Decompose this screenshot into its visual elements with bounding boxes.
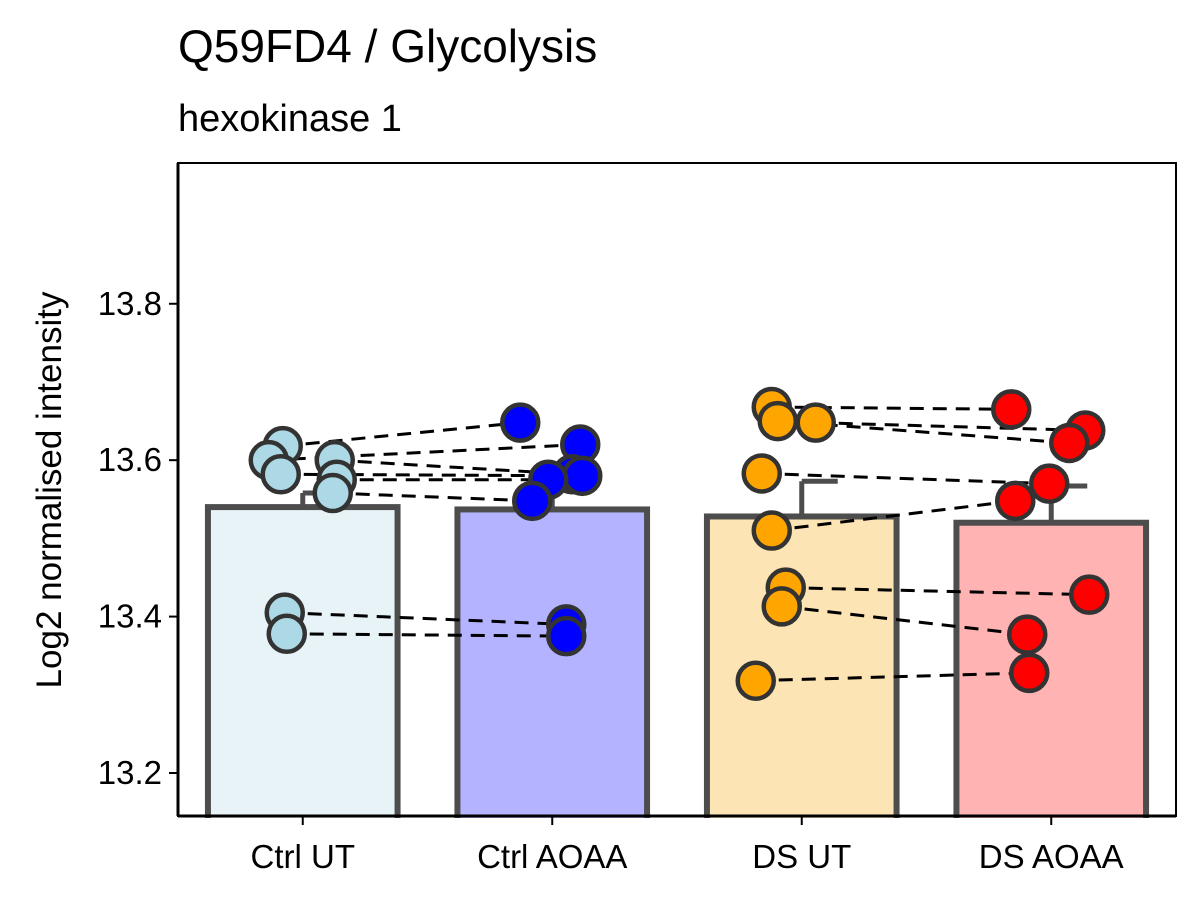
data-point <box>991 389 1032 430</box>
data-point <box>1029 463 1070 504</box>
pair-line <box>785 586 1090 597</box>
pair-line <box>332 491 533 503</box>
data-point <box>995 480 1036 522</box>
data-point <box>260 454 301 495</box>
y-axis-title: Log2 normalised intensity <box>30 291 69 688</box>
data-point <box>500 402 541 443</box>
y-tick-label: 13.6 <box>98 441 162 478</box>
chart-subtitle: hexokinase 1 <box>178 98 402 140</box>
chart-title: Q59FD4 / Glycolysis <box>178 20 597 72</box>
pair-line <box>761 471 1050 486</box>
data-point <box>1069 574 1110 615</box>
pair-line <box>286 632 567 638</box>
x-tick-label: DS AOAA <box>979 838 1124 875</box>
x-tick-label: Ctrl UT <box>251 838 355 875</box>
pair-line <box>284 611 567 626</box>
x-tick-label: DS UT <box>752 838 851 875</box>
pair-line <box>282 421 521 448</box>
data-point <box>562 455 603 497</box>
data-point <box>266 613 307 655</box>
pair-line <box>771 405 1012 411</box>
data-point <box>1049 422 1090 464</box>
plot-area: 13.2 13.4 13.6 13.8 Ctrl UT Ctrl AOAA DS UT DS … <box>98 162 1178 875</box>
data-point <box>761 586 802 627</box>
data-point <box>751 510 792 551</box>
data-point <box>546 615 587 657</box>
data-point <box>741 453 782 494</box>
bar <box>204 504 401 839</box>
bar <box>454 506 651 839</box>
pair-line <box>771 499 1016 533</box>
data-point <box>512 480 553 522</box>
y-tick-label: 13.8 <box>98 285 162 322</box>
y-tick-label: 13.4 <box>98 598 162 635</box>
y-tick-label: 13.2 <box>98 754 162 791</box>
pair-line <box>334 458 573 476</box>
data-point <box>757 400 798 442</box>
data-point <box>735 660 776 701</box>
data-point <box>1009 652 1050 694</box>
pair-line <box>781 604 1028 637</box>
x-tick-label: Ctrl AOAA <box>477 838 627 875</box>
data-point <box>1007 614 1048 655</box>
bar <box>703 513 900 839</box>
panel-bottom-mask <box>178 818 1178 858</box>
bar <box>953 519 1150 839</box>
data-point <box>312 472 353 514</box>
data-point <box>795 402 836 443</box>
